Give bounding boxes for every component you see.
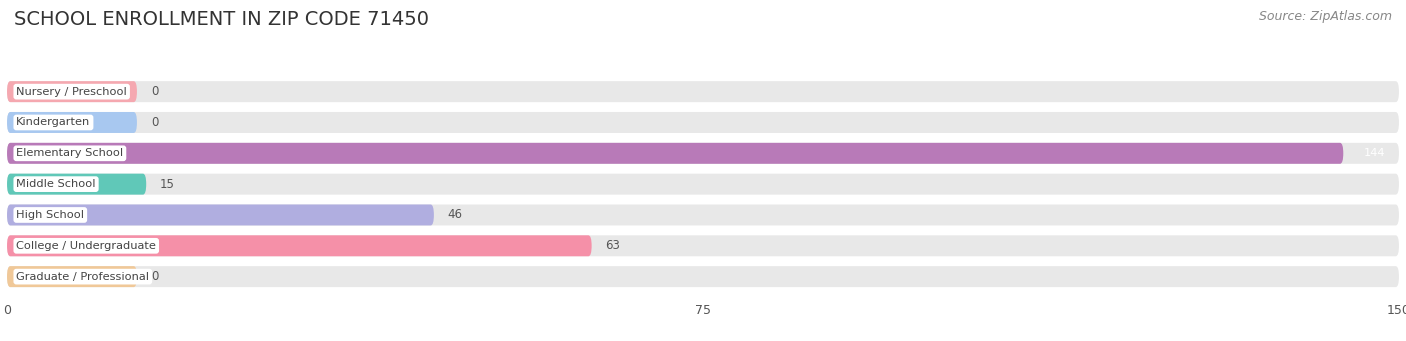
Text: Middle School: Middle School [17,179,96,189]
Text: High School: High School [17,210,84,220]
Text: Elementary School: Elementary School [17,148,124,158]
Text: Graduate / Professional: Graduate / Professional [17,272,149,282]
Text: 144: 144 [1364,148,1385,158]
FancyBboxPatch shape [7,235,592,256]
FancyBboxPatch shape [7,143,1399,164]
FancyBboxPatch shape [7,266,1399,287]
FancyBboxPatch shape [7,266,136,287]
Text: Kindergarten: Kindergarten [17,118,90,128]
Text: 63: 63 [606,239,620,252]
FancyBboxPatch shape [7,235,1399,256]
Text: 0: 0 [150,270,159,283]
Text: Source: ZipAtlas.com: Source: ZipAtlas.com [1258,10,1392,23]
FancyBboxPatch shape [7,174,1399,195]
Text: 0: 0 [150,116,159,129]
FancyBboxPatch shape [7,174,146,195]
Text: SCHOOL ENROLLMENT IN ZIP CODE 71450: SCHOOL ENROLLMENT IN ZIP CODE 71450 [14,10,429,29]
FancyBboxPatch shape [7,143,1343,164]
FancyBboxPatch shape [7,112,136,133]
FancyBboxPatch shape [7,81,136,102]
FancyBboxPatch shape [7,205,434,225]
FancyBboxPatch shape [7,112,1399,133]
Text: College / Undergraduate: College / Undergraduate [17,241,156,251]
Text: 0: 0 [150,85,159,98]
FancyBboxPatch shape [7,205,1399,225]
Text: Nursery / Preschool: Nursery / Preschool [17,87,127,97]
Text: 15: 15 [160,178,174,191]
Text: 46: 46 [447,208,463,221]
FancyBboxPatch shape [7,81,1399,102]
